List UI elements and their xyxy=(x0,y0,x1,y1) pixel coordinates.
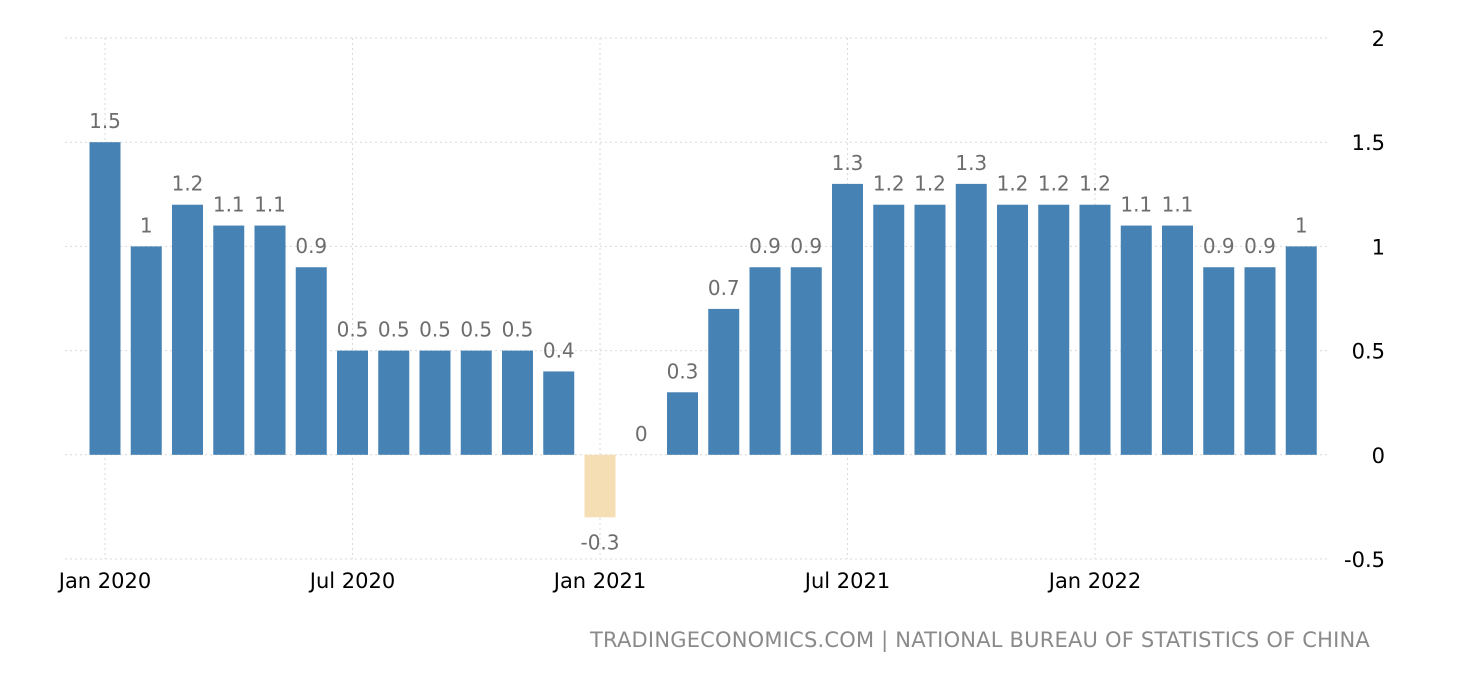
bar xyxy=(708,308,740,455)
data-label: 0.9 xyxy=(1203,234,1235,258)
data-label: 0.9 xyxy=(790,234,822,258)
bar xyxy=(378,350,410,455)
bar xyxy=(130,246,162,455)
data-label: 0.9 xyxy=(749,234,781,258)
data-label: 1.2 xyxy=(172,172,204,196)
x-tick-label: Jul 2020 xyxy=(308,569,395,593)
bar xyxy=(1079,204,1111,455)
bar xyxy=(914,204,946,455)
data-label: 1.1 xyxy=(254,193,286,217)
bar xyxy=(460,350,492,455)
data-label: 1.1 xyxy=(213,193,245,217)
bar xyxy=(584,454,616,518)
data-label: 1.2 xyxy=(914,172,946,196)
x-tick-label: Jan 2020 xyxy=(57,569,152,593)
bar xyxy=(172,204,203,455)
data-label: 0.5 xyxy=(502,318,534,342)
bar xyxy=(254,225,286,455)
bar xyxy=(1244,267,1276,455)
data-label: 0.5 xyxy=(419,318,451,342)
y-tick-label: 0.5 xyxy=(1352,340,1385,364)
data-label: 0.4 xyxy=(543,338,575,362)
bar xyxy=(832,183,863,455)
bar xyxy=(1285,246,1317,455)
bar xyxy=(955,183,987,455)
data-label: 1.5 xyxy=(89,109,121,133)
y-tick-label: 1 xyxy=(1372,235,1385,259)
x-axis: Jan 2020 Jul 2020 Jan 2021 Jul 2021 Jan 2022 xyxy=(57,569,1142,593)
data-label: 0 xyxy=(635,422,648,446)
data-label: 1 xyxy=(1295,213,1308,237)
bar xyxy=(873,204,905,455)
y-tick-label: 1.5 xyxy=(1352,131,1385,155)
x-tick-label: Jul 2021 xyxy=(803,569,890,593)
bar xyxy=(1162,225,1193,455)
bar xyxy=(419,350,451,455)
bar xyxy=(790,267,822,455)
bar xyxy=(1203,267,1235,455)
data-label: 1.3 xyxy=(832,151,864,175)
y-tick-label: 0 xyxy=(1372,444,1385,468)
data-label: 0.3 xyxy=(667,359,699,383)
data-label: 0.7 xyxy=(708,276,740,300)
data-label: 0.5 xyxy=(378,318,410,342)
data-label: 1.1 xyxy=(1162,193,1194,217)
data-label: 1 xyxy=(140,213,153,237)
data-label: 1.1 xyxy=(1120,193,1152,217)
data-label: 1.2 xyxy=(1038,172,1070,196)
bar xyxy=(543,371,575,455)
y-axis: 2 1.5 1 0.5 0 -0.5 xyxy=(1344,27,1385,572)
y-tick-label: -0.5 xyxy=(1344,548,1385,572)
data-labels: 1.5 1 1.2 1.1 1.1 0.9 0.5 0.5 0.5 0.5 0.5 0.4 -0.3 0 0… xyxy=(89,109,1308,554)
data-label: 0.5 xyxy=(337,318,369,342)
bar xyxy=(213,225,245,455)
x-tick-label: Jan 2022 xyxy=(1047,569,1142,593)
data-label: 1.2 xyxy=(997,172,1029,196)
bar xyxy=(1120,225,1152,455)
data-label: -0.3 xyxy=(580,530,619,554)
bar xyxy=(997,204,1028,455)
bar xyxy=(89,142,121,455)
bar xyxy=(337,350,368,455)
data-label: 1.2 xyxy=(873,172,905,196)
data-label: 0.9 xyxy=(1244,234,1276,258)
bar xyxy=(502,350,533,455)
bar xyxy=(749,267,781,455)
bar xyxy=(1038,204,1070,455)
bar xyxy=(295,267,327,455)
bar xyxy=(667,392,698,455)
source-attribution: TRADINGECONOMICS.COM | NATIONAL BUREAU O… xyxy=(590,628,1370,652)
data-label: 1.3 xyxy=(955,151,987,175)
x-tick-label: Jan 2021 xyxy=(552,569,647,593)
data-label: 0.5 xyxy=(460,318,492,342)
data-label: 1.2 xyxy=(1079,172,1111,196)
y-tick-label: 2 xyxy=(1372,27,1385,51)
data-label: 0.9 xyxy=(295,234,327,258)
bar-series xyxy=(89,142,1317,518)
